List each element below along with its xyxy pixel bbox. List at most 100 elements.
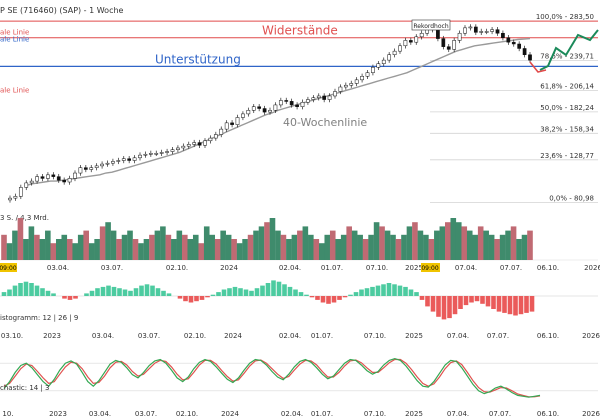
hist-bar [309, 296, 315, 298]
candle-body [501, 32, 505, 38]
hist-bar [183, 296, 188, 302]
volume-bar [214, 239, 221, 260]
price-chart: P SE (716460) (SAP) - 1 Woche 100,0% - 28… [0, 6, 599, 204]
volume-bar [176, 230, 183, 260]
volume-x-tick: 02.04. [279, 264, 301, 272]
hist-bar [34, 285, 40, 296]
volume-bar [505, 230, 511, 260]
hist-bar [1, 292, 7, 296]
hist-bar [238, 288, 243, 296]
left-line-label-0: ale Linie [0, 28, 29, 36]
volume-bar [494, 239, 500, 260]
candle-body [322, 95, 327, 100]
volume-x-tick: 2025 [405, 264, 423, 272]
candle-body [127, 158, 132, 161]
stoch-x-tick: 2025 [405, 410, 423, 418]
hist-bar [260, 285, 265, 296]
candle-body [154, 153, 159, 155]
fib-level-label-1: 78,6% - 239,71 [540, 52, 594, 60]
candle-body [403, 40, 408, 47]
candle-body [522, 48, 527, 55]
candle-body [18, 187, 23, 197]
hist-bar [95, 288, 100, 296]
volume-bar [154, 230, 161, 260]
volume-bar [187, 239, 194, 260]
hist-bar [447, 296, 452, 319]
candle-body [436, 29, 440, 39]
volume-bar [472, 234, 479, 260]
hist-bar [485, 296, 491, 307]
volume-bar [6, 243, 13, 260]
hist-bar [100, 286, 106, 296]
stoch-x-tick: 02.04. [281, 410, 303, 418]
hist-bar [474, 296, 480, 302]
volume-bar [12, 230, 18, 260]
hist-x-tick: 02.04. [279, 332, 301, 340]
volume-bar [395, 239, 402, 260]
hist-x-tick: 2026 [582, 332, 600, 340]
candle-body [8, 197, 12, 201]
volume-bar [521, 234, 528, 260]
hist-bar [364, 288, 370, 296]
hist-bar [23, 281, 29, 296]
candle-body [230, 122, 234, 125]
volume-bar [379, 226, 385, 260]
time-badge-left-label: 09:00 [0, 265, 17, 272]
ma40-line [25, 37, 531, 187]
volume-bar [83, 230, 89, 260]
time-badge-left [0, 263, 17, 272]
volume-bar [209, 234, 216, 260]
hist-bar [282, 284, 287, 296]
candle-body [268, 110, 272, 113]
stoch-x-tick: 06.10. [537, 410, 559, 418]
candle-body [132, 157, 137, 161]
hist-bar [469, 296, 474, 303]
volume-bar [302, 226, 309, 260]
hist-bar [84, 293, 89, 296]
candle-body [495, 29, 500, 34]
hist-bar [122, 289, 128, 296]
hist-bar [463, 296, 469, 306]
candle-body [414, 36, 419, 43]
hist-bar [507, 296, 513, 315]
fib-level-label-5: 23,6% - 128,77 [540, 152, 594, 160]
candle-body [170, 149, 175, 152]
candle-body [490, 29, 494, 32]
volume-bar [17, 218, 24, 260]
volume-bar [66, 239, 73, 260]
candle-body [46, 174, 50, 179]
volume-chart: 3 S. / 4,3 Mrd.202303.04.03.07.02.10.202… [0, 214, 600, 272]
volume-bar [450, 218, 457, 260]
candle-body [517, 43, 522, 49]
hist-bar [403, 286, 408, 296]
volume-bar [329, 230, 336, 260]
candle-body [257, 106, 262, 109]
volume-bar [220, 230, 226, 260]
candle-body [83, 167, 88, 170]
volume-x-tick: 07.10. [366, 264, 388, 272]
hist-bar [45, 290, 51, 296]
volume-bar [198, 243, 205, 260]
hist-x-tick: 03.04. [92, 332, 114, 340]
candle-body [89, 167, 94, 170]
volume-bar [192, 234, 199, 260]
hist-bar [188, 296, 194, 303]
volume-bar [77, 234, 84, 260]
volume-bar [50, 243, 57, 260]
hist-bar [524, 296, 529, 313]
hist-bar [419, 296, 425, 300]
candle-body [176, 147, 180, 150]
volume-bar [313, 239, 320, 260]
hist-bar [326, 296, 331, 304]
candle-body [203, 140, 207, 146]
hist-bar [232, 286, 238, 296]
hist-x-tick: 01.07. [311, 332, 333, 340]
stoch-x-tick: 2026 [582, 410, 600, 418]
hist-bar [221, 289, 227, 296]
volume-bar [308, 234, 314, 260]
hist-bar [139, 285, 144, 296]
candle-body [327, 95, 332, 100]
volume-bar [488, 234, 495, 260]
hist-bar [502, 296, 507, 313]
volume-x-tick: 02.10. [166, 264, 188, 272]
